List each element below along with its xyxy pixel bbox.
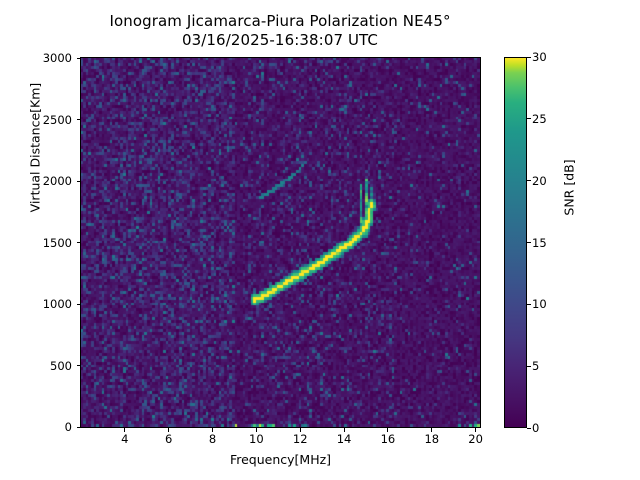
x-axis-tick (387, 428, 389, 432)
colorbar-tick (527, 118, 531, 120)
title-line-1: Ionogram Jicamarca-Piura Polarization NE… (109, 12, 451, 30)
x-axis-tick (212, 428, 214, 432)
colorbar-gradient (504, 57, 527, 428)
colorbar-tick (527, 242, 531, 243)
x-axis-tick (124, 428, 126, 432)
x-axis-tick-label: 12 (292, 432, 308, 446)
y-axis-tick-label: 500 (50, 358, 72, 373)
colorbar-tick (527, 303, 531, 305)
x-axis-tick-label: 4 (121, 432, 129, 446)
y-axis-tick (76, 57, 80, 59)
ionogram-heatmap (81, 58, 480, 427)
colorbar-tick-label: 25 (532, 111, 547, 126)
x-axis-tick (299, 428, 301, 432)
colorbar-tick-label: 20 (532, 173, 547, 188)
colorbar-tick-label: 0 (532, 421, 540, 435)
x-axis-tick-label: 8 (208, 432, 217, 446)
x-axis-label: Frequency[MHz] (229, 452, 332, 467)
x-axis-tick-label: 20 (468, 432, 483, 446)
colorbar-tick (527, 427, 531, 429)
x-axis-tick (255, 428, 257, 432)
colorbar-tick-label: 30 (532, 50, 547, 64)
figure-title: Ionogram Jicamarca-Piura Polarization NE… (0, 12, 560, 50)
y-axis-tick (76, 303, 80, 305)
colorbar-tick-label: 15 (532, 235, 547, 250)
colorbar-tick (527, 56, 531, 58)
colorbar-tick-label: 10 (532, 297, 547, 312)
y-axis-tick-label: 1000 (42, 297, 72, 311)
x-axis-tick (475, 428, 477, 432)
x-axis-tick (431, 428, 433, 432)
x-axis-tick (168, 428, 170, 432)
x-axis-tick-label: 14 (336, 432, 352, 446)
x-axis-tick-label: 10 (249, 432, 264, 446)
colorbar-tick (527, 365, 531, 367)
x-axis-tick-label: 18 (424, 432, 440, 446)
y-axis-tick-label: 1500 (42, 235, 72, 250)
y-axis-tick (76, 119, 80, 120)
y-axis-tick (76, 180, 80, 182)
x-axis-tick-label: 6 (165, 432, 173, 446)
x-axis-tick-label: 16 (380, 432, 396, 446)
y-axis-tick (76, 426, 80, 428)
y-axis-tick (76, 365, 80, 366)
y-axis-tick-label: 3000 (42, 51, 72, 65)
y-axis-tick (76, 242, 80, 243)
title-line-2: 03/16/2025-16:38:07 UTC (181, 31, 379, 49)
colorbar-label: SNR [dB] (561, 159, 577, 216)
colorbar-tick-label: 5 (532, 359, 540, 374)
ionogram-plot-area (80, 57, 481, 428)
y-axis-tick-label: 2000 (42, 174, 72, 188)
x-axis-tick (343, 428, 345, 432)
y-axis-tick-label: 2500 (42, 112, 72, 127)
colorbar-tick (527, 180, 531, 182)
y-axis-tick-label: 0 (64, 420, 72, 434)
